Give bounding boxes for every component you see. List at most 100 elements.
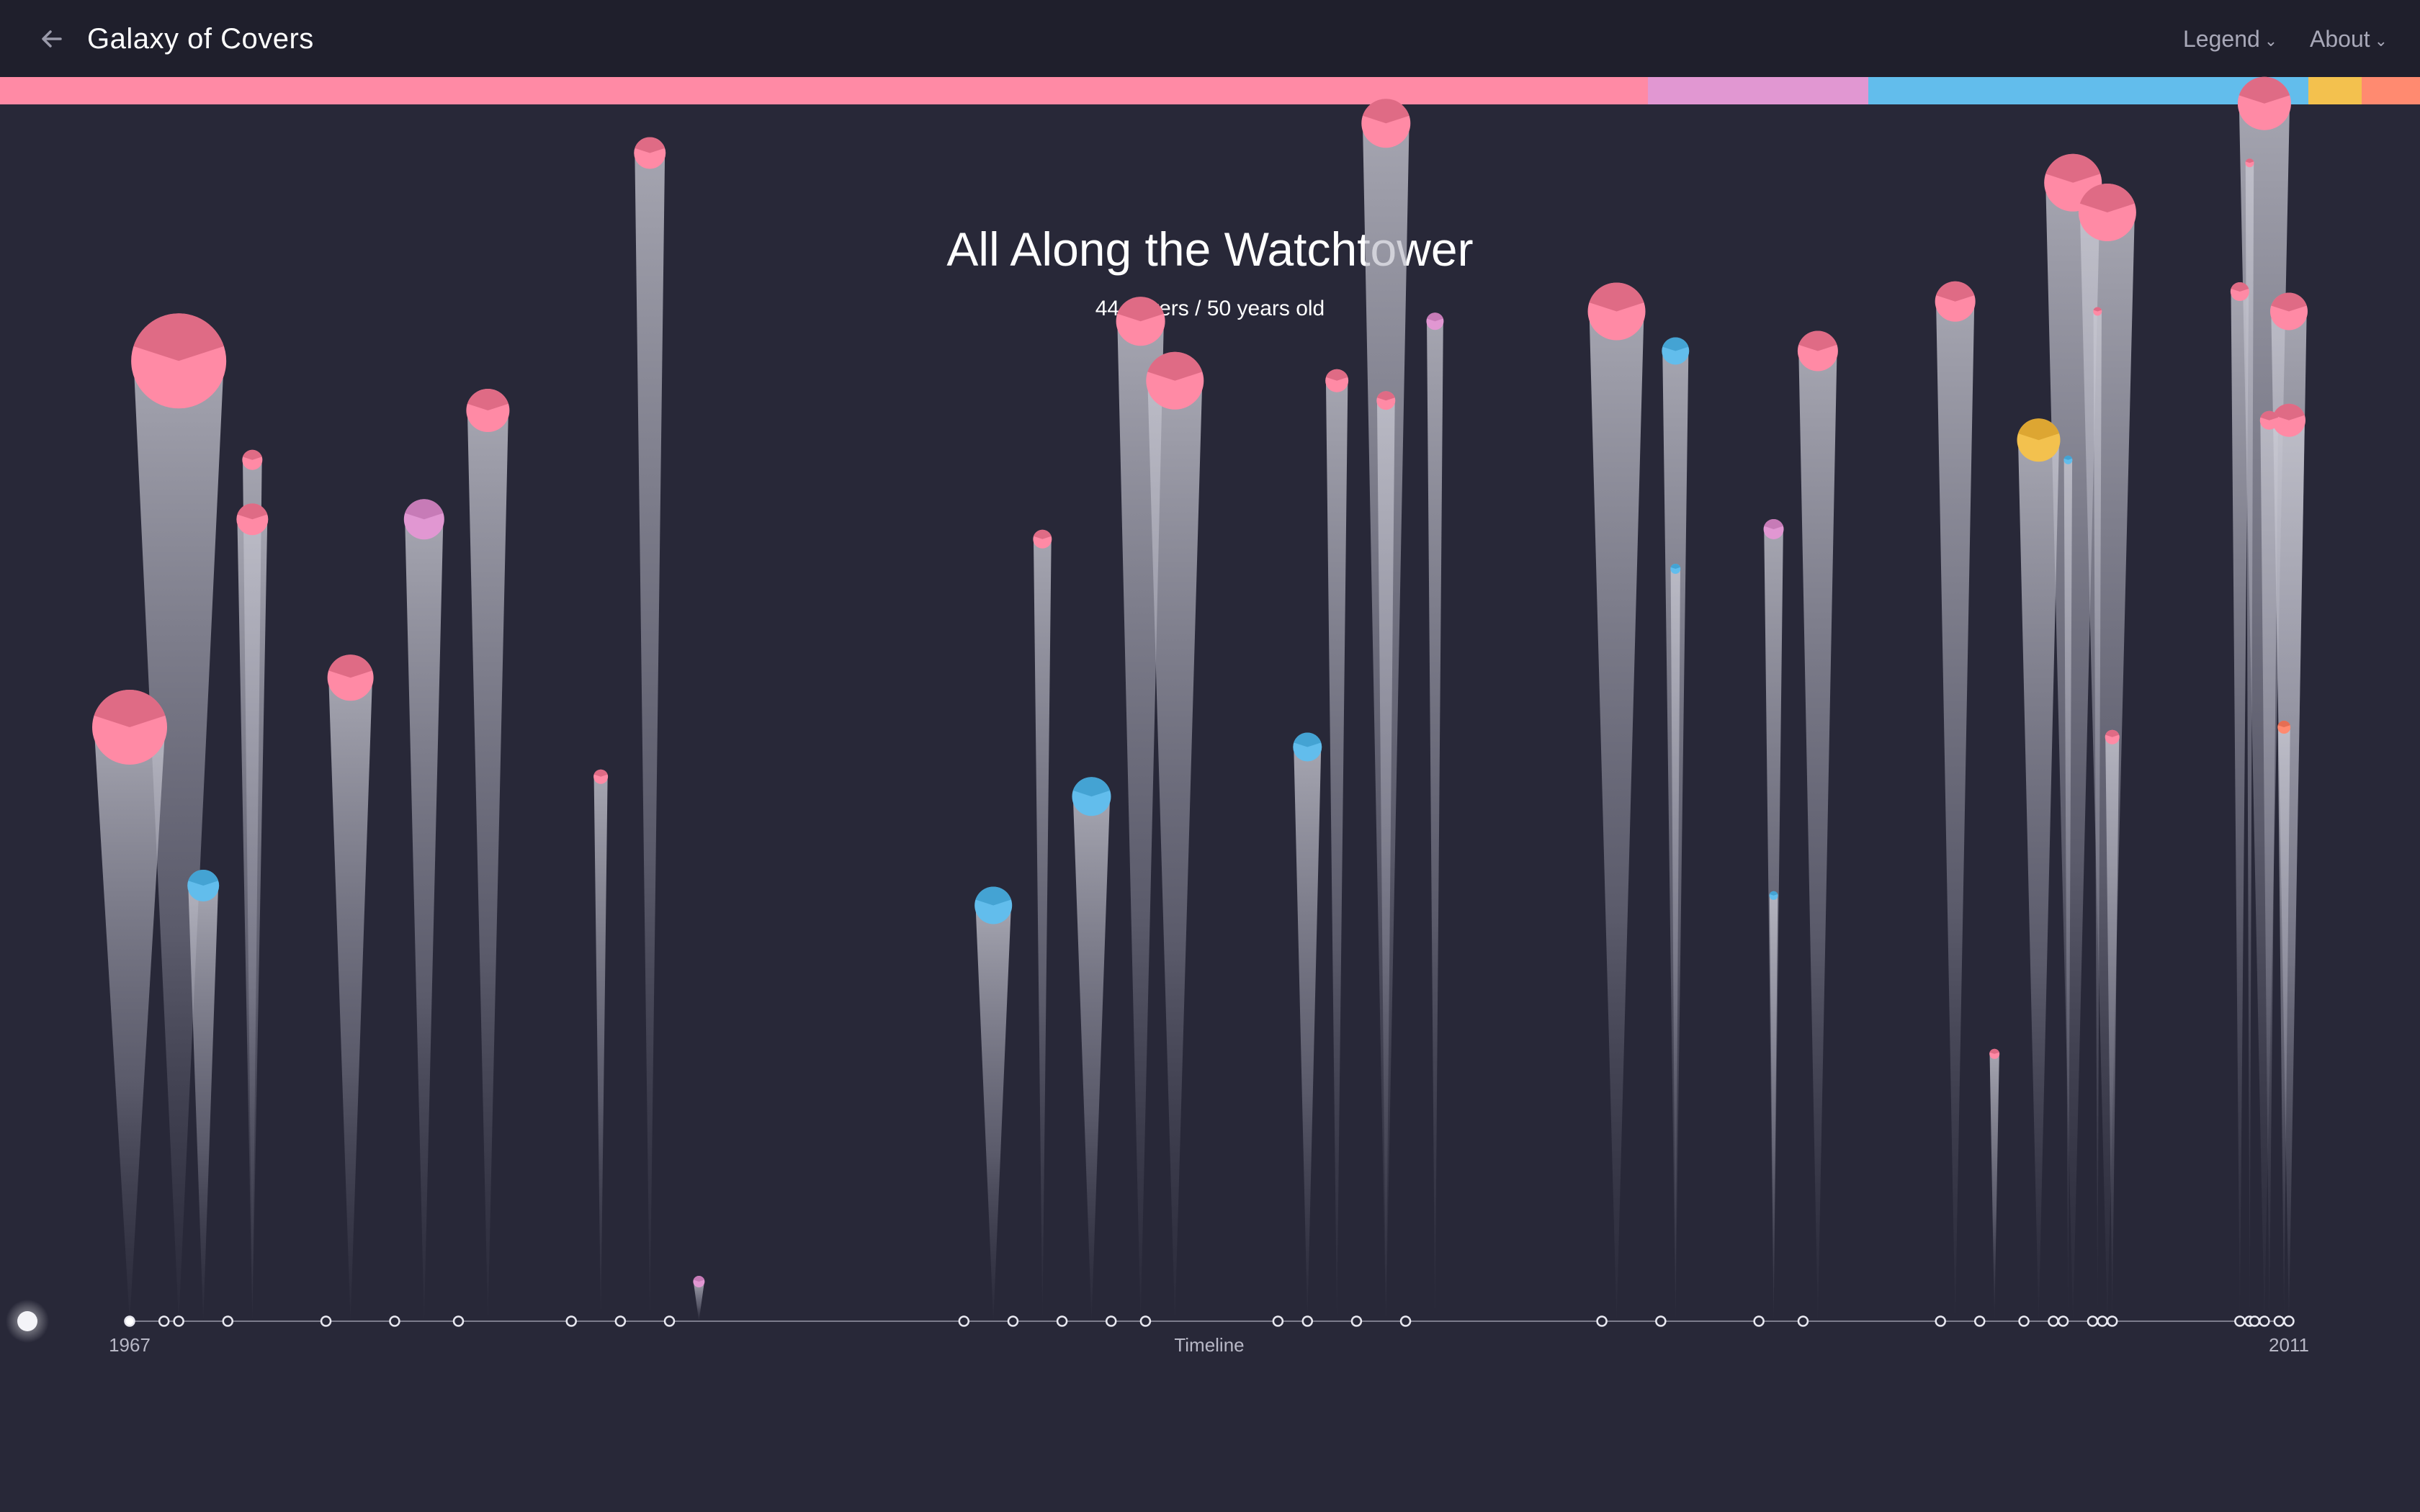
timeline-node[interactable] bbox=[158, 1315, 170, 1327]
playhead[interactable] bbox=[6, 1300, 49, 1343]
timeline-node[interactable] bbox=[124, 1315, 135, 1327]
timeline-node[interactable] bbox=[222, 1315, 234, 1327]
timeline-node[interactable] bbox=[1007, 1315, 1019, 1327]
cover-bubble[interactable] bbox=[1293, 732, 1322, 762]
timeline-node[interactable] bbox=[958, 1315, 970, 1327]
genre-segment-purple[interactable] bbox=[1648, 77, 1868, 104]
genre-segment-pink[interactable] bbox=[0, 77, 1649, 104]
timeline-node[interactable] bbox=[2273, 1315, 2285, 1327]
cover-bubble[interactable] bbox=[2237, 76, 2291, 130]
timeline-node[interactable] bbox=[452, 1315, 465, 1327]
timeline-node[interactable] bbox=[1655, 1315, 1667, 1327]
cover-beam bbox=[2231, 292, 2249, 1321]
cover-bubble[interactable] bbox=[2093, 307, 2102, 316]
genre-segment-yellow[interactable] bbox=[2308, 77, 2362, 104]
timeline-node[interactable] bbox=[2283, 1315, 2295, 1327]
genre-segment-blue[interactable] bbox=[1868, 77, 2309, 104]
top-bar: Galaxy of Covers Legend ⌄ About ⌄ bbox=[0, 0, 2420, 77]
cover-beam bbox=[975, 905, 1011, 1321]
timeline-node[interactable] bbox=[173, 1315, 184, 1327]
cover-beam bbox=[243, 459, 262, 1321]
cover-bubble[interactable] bbox=[403, 499, 444, 540]
cover-beam bbox=[1589, 311, 1644, 1321]
genre-segment-orange[interactable] bbox=[2362, 77, 2420, 104]
timeline-node[interactable] bbox=[389, 1315, 400, 1327]
cover-bubble[interactable] bbox=[2230, 282, 2249, 301]
timeline-node[interactable] bbox=[663, 1315, 676, 1327]
cover-bubble[interactable] bbox=[974, 886, 1013, 924]
cover-beam bbox=[1147, 380, 1203, 1321]
cover-bubble[interactable] bbox=[131, 313, 227, 409]
cover-bubble[interactable] bbox=[1662, 337, 1690, 365]
cover-bubble[interactable] bbox=[2259, 410, 2279, 430]
cover-bubble[interactable] bbox=[693, 1276, 705, 1287]
timeline-node[interactable] bbox=[1105, 1315, 1117, 1327]
legend-menu[interactable]: Legend ⌄ bbox=[2183, 20, 2277, 58]
cover-beam bbox=[133, 361, 224, 1321]
timeline-node[interactable] bbox=[1301, 1315, 1314, 1327]
cover-bubble[interactable] bbox=[1989, 1048, 2000, 1059]
timeline-node[interactable] bbox=[320, 1315, 332, 1327]
cover-bubble[interactable] bbox=[2017, 418, 2061, 462]
cover-beam bbox=[94, 727, 166, 1321]
timeline-node[interactable] bbox=[2234, 1315, 2246, 1327]
cover-bubble[interactable] bbox=[92, 690, 167, 765]
cover-bubble[interactable] bbox=[2270, 292, 2308, 330]
timeline-node[interactable] bbox=[1272, 1315, 1284, 1327]
timeline-node[interactable] bbox=[2057, 1315, 2069, 1327]
timeline-node[interactable] bbox=[1596, 1315, 1608, 1327]
cover-bubble[interactable] bbox=[2063, 455, 2073, 464]
timeline-node[interactable] bbox=[1753, 1315, 1765, 1327]
cover-bubble[interactable] bbox=[1763, 519, 1784, 539]
timeline-node[interactable] bbox=[2018, 1315, 2030, 1327]
back-button[interactable] bbox=[32, 19, 72, 59]
timeline-node[interactable] bbox=[2087, 1315, 2099, 1327]
timeline-node[interactable] bbox=[1973, 1315, 1986, 1327]
cover-beam bbox=[2273, 420, 2305, 1321]
timeline-node[interactable] bbox=[1399, 1315, 1412, 1327]
cover-bubble[interactable] bbox=[1797, 330, 1838, 372]
cover-beam bbox=[2277, 727, 2290, 1321]
cover-bubble[interactable] bbox=[2105, 729, 2120, 744]
about-menu[interactable]: About ⌄ bbox=[2310, 20, 2388, 58]
timeline-node[interactable] bbox=[2106, 1315, 2118, 1327]
cover-bubble[interactable] bbox=[1146, 351, 1204, 410]
cover-bubble[interactable] bbox=[1033, 529, 1052, 549]
cover-bubble[interactable] bbox=[236, 503, 269, 536]
timeline-node[interactable] bbox=[1056, 1315, 1068, 1327]
timeline-node[interactable] bbox=[565, 1315, 577, 1327]
timeline-end-label: 2011 bbox=[2269, 1334, 2309, 1356]
cover-bubble[interactable] bbox=[1361, 99, 1411, 148]
cover-bubble[interactable] bbox=[1587, 282, 1646, 341]
cover-bubble[interactable] bbox=[2277, 721, 2291, 734]
cover-bubble[interactable] bbox=[1769, 891, 1778, 900]
cover-bubble[interactable] bbox=[1325, 369, 1349, 392]
timeline-node[interactable] bbox=[1139, 1315, 1152, 1327]
cover-bubble[interactable] bbox=[1072, 777, 1111, 816]
cover-bubble[interactable] bbox=[1116, 297, 1165, 346]
timeline-node[interactable] bbox=[2259, 1315, 2270, 1327]
timeline-node[interactable] bbox=[614, 1315, 627, 1327]
cover-bubble[interactable] bbox=[2078, 184, 2136, 241]
cover-bubble[interactable] bbox=[466, 389, 510, 432]
cover-bubble[interactable] bbox=[2272, 403, 2305, 437]
cover-bubble[interactable] bbox=[1426, 312, 1444, 330]
timeline-node[interactable] bbox=[2249, 1315, 2261, 1327]
cover-bubble[interactable] bbox=[1376, 391, 1396, 410]
cover-beam bbox=[593, 776, 608, 1321]
cover-bubble[interactable] bbox=[2245, 158, 2254, 168]
timeline-node[interactable] bbox=[2048, 1315, 2059, 1327]
cover-bubble[interactable] bbox=[593, 769, 609, 784]
legend-menu-label: Legend bbox=[2183, 26, 2260, 52]
cover-bubble[interactable] bbox=[634, 137, 666, 169]
cover-bubble[interactable] bbox=[1935, 281, 1976, 322]
timeline-node[interactable] bbox=[1935, 1315, 1946, 1327]
timeline-node[interactable] bbox=[1797, 1315, 1809, 1327]
cover-bubble[interactable] bbox=[1670, 563, 1681, 574]
cover-beam bbox=[1989, 1053, 1999, 1321]
cover-bubble[interactable] bbox=[327, 654, 374, 701]
timeline-node[interactable] bbox=[2097, 1315, 2108, 1327]
cover-bubble[interactable] bbox=[187, 870, 220, 901]
cover-bubble[interactable] bbox=[242, 449, 263, 470]
timeline-node[interactable] bbox=[1350, 1315, 1363, 1327]
